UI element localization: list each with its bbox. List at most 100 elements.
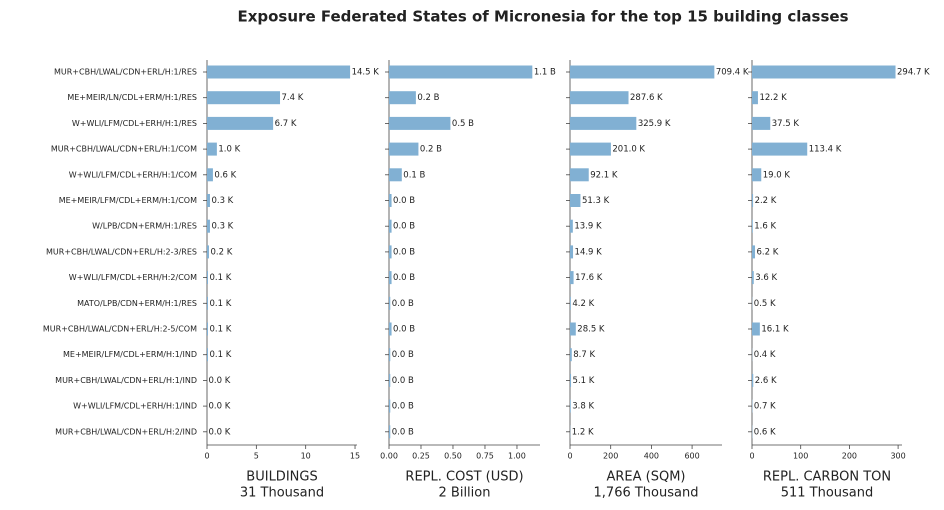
value-label: 2.2 K bbox=[755, 196, 777, 206]
bar bbox=[207, 348, 208, 362]
bar bbox=[389, 194, 392, 207]
bar bbox=[389, 219, 392, 233]
bar bbox=[752, 373, 754, 387]
y-tick-label: MUR+CBH/LWAL/CDN+ERL/H:2/IND bbox=[55, 427, 197, 436]
value-label: 0.3 K bbox=[211, 222, 233, 232]
x-tick-label: 0 bbox=[749, 452, 754, 461]
value-label: 0.1 K bbox=[209, 299, 231, 309]
value-label: 28.5 K bbox=[577, 325, 605, 335]
bar bbox=[570, 245, 574, 259]
bar bbox=[752, 91, 758, 105]
value-label: 17.6 K bbox=[575, 273, 603, 283]
bar bbox=[752, 142, 808, 156]
value-label: 4.2 K bbox=[572, 299, 594, 309]
value-label: 6.7 K bbox=[275, 119, 297, 129]
value-label: 0.0 B bbox=[392, 299, 414, 309]
y-tick-label: MUR+CBH/LWAL/CDN+ERL/H:1/COM bbox=[51, 145, 197, 154]
y-tick-label: W/LPB/CDN+ERM/H:1/RES bbox=[92, 222, 197, 231]
bar bbox=[570, 116, 637, 130]
x-tick-label: 0.75 bbox=[476, 452, 494, 461]
bar bbox=[752, 194, 754, 207]
value-label: 0.0 K bbox=[209, 427, 231, 437]
value-label: 0.1 K bbox=[209, 325, 231, 335]
bar bbox=[389, 65, 533, 79]
y-tick-label: ME+MEIR/LN/CDL+ERM/H:1/RES bbox=[67, 93, 197, 102]
bar bbox=[570, 296, 571, 310]
x-axis-label: REPL. CARBON TON bbox=[763, 470, 891, 485]
value-label: 1.0 K bbox=[218, 145, 240, 155]
value-label: 325.9 K bbox=[638, 119, 671, 129]
value-label: 709.4 K bbox=[716, 68, 749, 78]
x-tick-label: 400 bbox=[644, 452, 659, 461]
bar bbox=[570, 168, 589, 182]
y-tick-label: MUR+CBH/LWAL/CDN+ERL/H:2-5/COM bbox=[43, 325, 197, 334]
value-label: 0.3 K bbox=[211, 196, 233, 206]
value-label: 0.0 K bbox=[209, 402, 231, 412]
bar bbox=[570, 322, 576, 336]
bar bbox=[207, 91, 281, 105]
x-tick-label: 600 bbox=[684, 452, 699, 461]
x-tick-label: 0.00 bbox=[380, 452, 398, 461]
bar bbox=[752, 116, 771, 130]
bar bbox=[752, 65, 896, 79]
bar bbox=[570, 399, 571, 413]
y-tick-label: W+WLI/LFM/CDL+ERH/H:2/COM bbox=[69, 273, 197, 282]
bar bbox=[389, 116, 451, 130]
x-axis-label: BUILDINGS bbox=[246, 470, 317, 485]
y-tick-label: MUR+CBH/LWAL/CDN+ERL/H:1/IND bbox=[55, 376, 197, 385]
value-label: 0.0 B bbox=[392, 427, 414, 437]
value-label: 12.2 K bbox=[759, 93, 787, 103]
value-label: 3.6 K bbox=[755, 273, 777, 283]
bar bbox=[389, 142, 419, 156]
value-label: 0.2 B bbox=[420, 145, 442, 155]
value-label: 201.0 K bbox=[612, 145, 645, 155]
bar bbox=[207, 271, 208, 285]
value-label: 0.0 B bbox=[392, 376, 414, 386]
bar bbox=[752, 271, 754, 285]
bar bbox=[752, 245, 756, 259]
bar bbox=[389, 399, 391, 413]
bar bbox=[389, 373, 391, 387]
x-tick-label: 0 bbox=[567, 452, 572, 461]
bar bbox=[570, 65, 715, 79]
bar bbox=[389, 322, 392, 336]
bar bbox=[570, 194, 581, 207]
chart-title: Exposure Federated States of Micronesia … bbox=[237, 8, 848, 26]
value-label: 0.0 B bbox=[393, 325, 415, 335]
value-label: 0.6 K bbox=[754, 427, 776, 437]
value-label: 0.0 B bbox=[392, 350, 414, 360]
value-label: 0.0 B bbox=[393, 273, 415, 283]
bar bbox=[752, 322, 760, 336]
x-tick-label: 100 bbox=[793, 452, 808, 461]
value-label: 37.5 K bbox=[772, 119, 800, 129]
x-axis-label: 511 Thousand bbox=[781, 486, 874, 501]
x-tick-label: 15 bbox=[350, 452, 360, 461]
bar bbox=[570, 373, 572, 387]
y-tick-label: W+WLI/LFM/CDL+ERH/H:1/COM bbox=[69, 170, 197, 179]
value-label: 0.0 B bbox=[393, 196, 415, 206]
bar bbox=[389, 168, 402, 182]
y-tick-label: W+WLI/LFM/CDL+ERH/H:1/IND bbox=[73, 402, 197, 411]
bar bbox=[207, 116, 274, 130]
bar bbox=[207, 142, 217, 156]
bar bbox=[389, 348, 391, 362]
x-tick-label: 0 bbox=[204, 452, 209, 461]
x-tick-label: 0.50 bbox=[444, 452, 462, 461]
value-label: 6.2 K bbox=[757, 247, 779, 257]
value-label: 3.8 K bbox=[572, 402, 594, 412]
y-tick-label: ME+MEIR/LFM/CDL+ERM/H:1/COM bbox=[59, 196, 197, 205]
y-tick-label: MATO/LPB/CDN+ERM/H:1/RES bbox=[77, 299, 197, 308]
value-label: 2.6 K bbox=[755, 376, 777, 386]
value-label: 0.2 K bbox=[210, 247, 232, 257]
value-label: 0.5 K bbox=[754, 299, 776, 309]
value-label: 51.3 K bbox=[582, 196, 610, 206]
value-label: 13.9 K bbox=[574, 222, 602, 232]
bar bbox=[389, 296, 391, 310]
value-label: 294.7 K bbox=[897, 68, 930, 78]
bar bbox=[389, 91, 416, 105]
value-label: 5.1 K bbox=[573, 376, 595, 386]
value-label: 19.0 K bbox=[763, 170, 791, 180]
value-label: 0.0 B bbox=[392, 402, 414, 412]
